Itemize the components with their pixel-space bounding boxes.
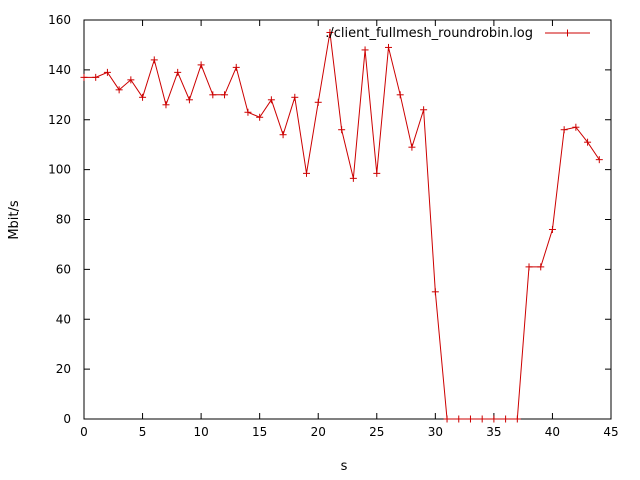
y-axis-label: Mbit/s — [7, 200, 22, 240]
data-point — [80, 73, 88, 81]
data-point — [291, 93, 299, 101]
series-layer — [80, 28, 603, 423]
x-tick-label: 0 — [80, 425, 88, 439]
data-point — [513, 415, 521, 423]
y-tick-label: 140 — [48, 63, 71, 77]
data-point — [595, 156, 603, 164]
data-point — [326, 28, 334, 36]
y-tick-label: 100 — [48, 163, 71, 177]
data-point — [384, 43, 392, 51]
data-point — [232, 63, 240, 71]
data-point — [502, 415, 510, 423]
x-tick-label: 40 — [545, 425, 560, 439]
data-point — [338, 126, 346, 134]
data-point — [584, 138, 592, 146]
data-point — [408, 143, 416, 151]
data-point — [560, 126, 568, 134]
y-tick-label: 20 — [56, 362, 71, 376]
y-tick-label: 60 — [56, 262, 71, 276]
y-tick-label: 160 — [48, 13, 71, 27]
legend-sample — [545, 29, 590, 37]
data-point — [209, 91, 217, 99]
data-point — [455, 415, 463, 423]
data-point — [466, 415, 474, 423]
y-tick-label: 120 — [48, 113, 71, 127]
data-point — [349, 174, 357, 182]
legend: ./client_fullmesh_roundrobin.log — [325, 26, 590, 41]
legend-series-label: ./client_fullmesh_roundrobin.log — [325, 26, 533, 41]
data-point — [537, 263, 545, 271]
data-point — [443, 415, 451, 423]
x-tick-label: 10 — [193, 425, 208, 439]
data-point — [279, 131, 287, 139]
data-point — [139, 93, 147, 101]
x-axis-label: s — [341, 459, 348, 474]
data-point — [174, 68, 182, 76]
data-point — [103, 68, 111, 76]
data-point — [115, 86, 123, 94]
data-point — [256, 113, 264, 121]
y-tick-label: 80 — [56, 213, 71, 227]
data-point — [92, 73, 100, 81]
data-point — [267, 96, 275, 104]
x-tick-label: 30 — [428, 425, 443, 439]
x-tick-label: 45 — [603, 425, 618, 439]
data-point — [420, 106, 428, 114]
data-point — [162, 101, 170, 109]
x-tick-label: 35 — [486, 425, 501, 439]
series-line — [84, 32, 600, 420]
x-tick-label: 20 — [311, 425, 326, 439]
data-point — [490, 415, 498, 423]
data-point — [373, 169, 381, 177]
data-point — [127, 76, 135, 84]
data-point — [244, 108, 252, 116]
axis-ticks — [83, 19, 612, 420]
y-tick-label: 0 — [63, 412, 71, 426]
x-tick-label: 5 — [139, 425, 147, 439]
x-tick-label: 15 — [252, 425, 267, 439]
tick-labels: 0 5 10 15 20 25 30 35 40 45 0 20 40 60 80 100 120 140 160 — [48, 13, 619, 439]
data-point — [525, 263, 533, 271]
data-point — [185, 96, 193, 104]
data-point — [150, 56, 158, 64]
x-tick-label: 25 — [369, 425, 384, 439]
data-point — [396, 91, 404, 99]
data-point — [572, 123, 580, 131]
data-point — [361, 46, 369, 54]
data-point — [431, 288, 439, 296]
y-tick-label: 40 — [56, 312, 71, 326]
data-point — [303, 169, 311, 177]
data-point — [197, 61, 205, 69]
data-point — [548, 225, 556, 233]
plot-frame — [83, 19, 612, 420]
data-point — [314, 98, 322, 106]
data-point — [221, 91, 229, 99]
data-point — [478, 415, 486, 423]
